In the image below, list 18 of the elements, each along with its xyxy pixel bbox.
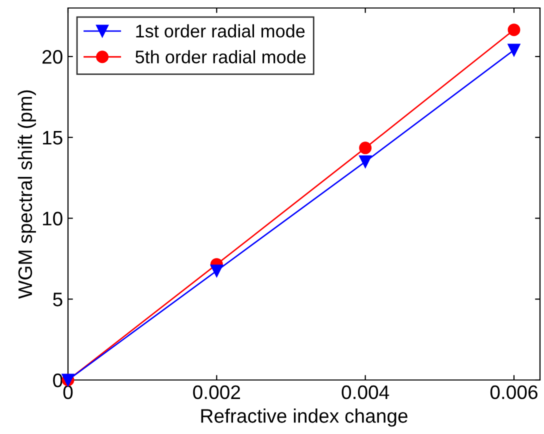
y-tick-label: 10 <box>42 212 62 226</box>
x-axis-title: Refractive index change <box>201 408 408 427</box>
y-axis-title: WGM spectral shift (pm) <box>18 90 36 299</box>
y-tick-label: 15 <box>42 131 62 145</box>
legend-label: 1st order radial mode <box>136 24 305 38</box>
y-tick-label: 0 <box>53 373 62 388</box>
y-tick-label: 5 <box>53 292 62 306</box>
point <box>210 264 223 278</box>
point <box>508 24 520 36</box>
point <box>508 44 520 56</box>
point <box>359 142 372 154</box>
x-tick-label: 0.004 <box>342 385 390 400</box>
point <box>359 155 372 168</box>
x-tick-label: 0.006 <box>490 385 538 400</box>
x-tick-label: 0 <box>63 385 73 400</box>
y-tick-label: 20 <box>42 50 62 64</box>
legend-label: 5th order radial mode <box>136 50 306 64</box>
x-tick-label: 0.002 <box>193 385 240 400</box>
